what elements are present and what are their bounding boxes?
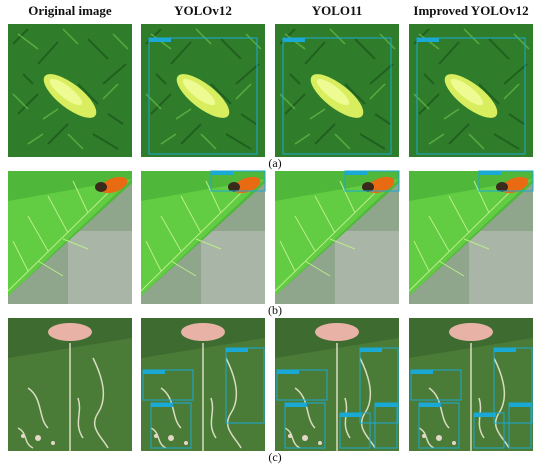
photo <box>8 318 132 451</box>
detection-tag <box>226 348 248 352</box>
detection-tag <box>277 370 299 374</box>
detection-box <box>282 37 392 155</box>
image-grid <box>8 24 534 451</box>
row-label: (c) <box>268 450 281 464</box>
detection-box <box>142 369 194 401</box>
detection-tag <box>151 403 173 407</box>
detection-tag <box>474 413 496 417</box>
detection-tag <box>283 38 305 42</box>
detection-tag <box>360 348 382 352</box>
detection-box <box>416 37 526 155</box>
photo <box>409 24 533 157</box>
column-header: YOLO11 <box>312 3 363 18</box>
photo <box>8 24 132 157</box>
row-label: (a) <box>268 156 281 170</box>
detection-tag <box>494 348 516 352</box>
row-label: (b) <box>268 303 282 317</box>
detection-tag <box>419 403 441 407</box>
detection-tag <box>340 413 362 417</box>
detection-box <box>478 170 534 192</box>
detection-tag <box>509 403 531 407</box>
photo <box>141 24 265 157</box>
column-header: Original image <box>28 3 112 18</box>
detection-tag <box>417 38 439 42</box>
column-header: Improved YOLOv12 <box>413 3 528 18</box>
detection-tag <box>479 171 501 175</box>
detection-tag <box>143 370 165 374</box>
detection-tag <box>345 171 367 175</box>
detection-tag <box>285 403 307 407</box>
photo <box>275 24 399 157</box>
photo <box>275 318 399 451</box>
detection-box <box>344 170 400 192</box>
column-header: YOLOv12 <box>174 3 232 18</box>
detection-box <box>276 369 328 401</box>
photo <box>8 171 132 304</box>
detection-box <box>410 369 462 401</box>
detection-box <box>210 170 266 192</box>
detection-box <box>148 37 258 155</box>
detection-tag <box>211 171 233 175</box>
detection-tag <box>149 38 171 42</box>
detection-tag <box>411 370 433 374</box>
photo <box>409 318 533 451</box>
photo <box>141 318 265 451</box>
detection-tag <box>375 403 397 407</box>
